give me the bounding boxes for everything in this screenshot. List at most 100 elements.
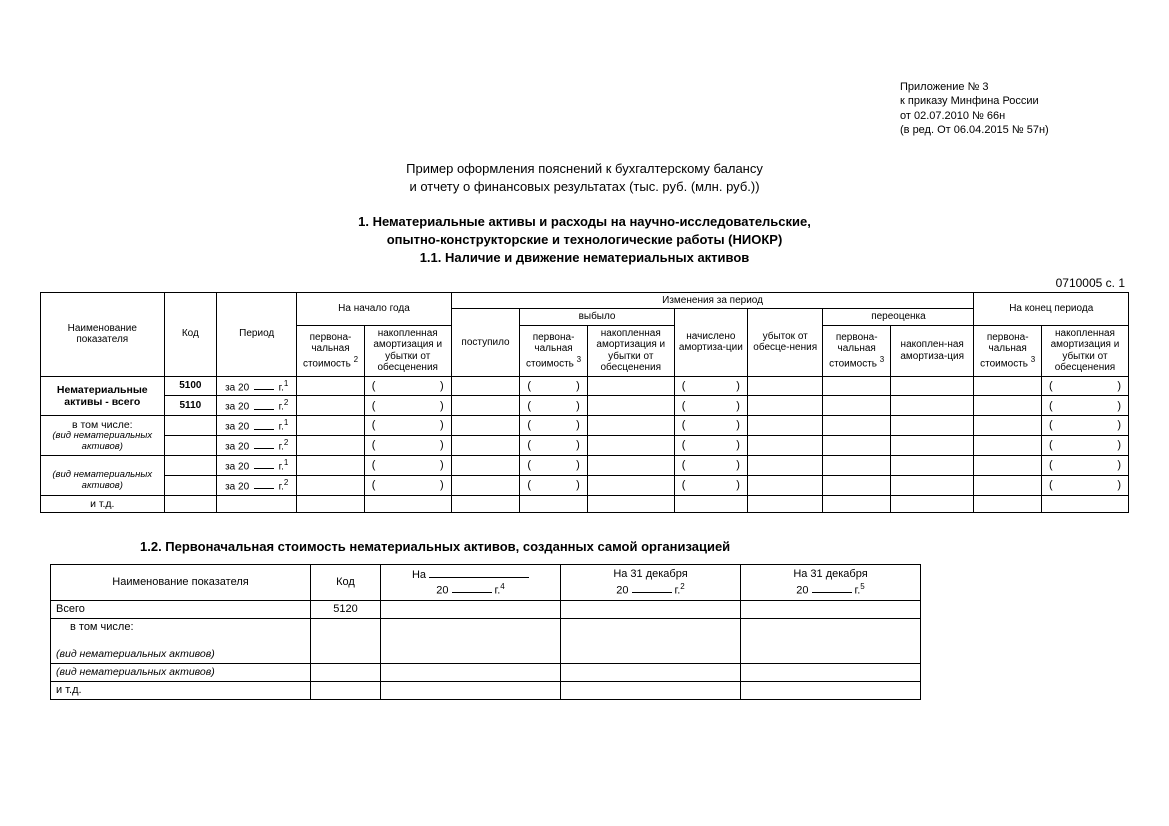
table-row: и т.д. [51,681,921,699]
period-cell: за 20 г.1 [217,416,297,436]
t2-th-code: Код [311,564,381,600]
row-label: (вид нематериальных активов) [51,663,311,681]
paren-cell: () [364,396,451,416]
table-1-body: Нематериальные активы - всего5100за 20 г… [41,376,1129,512]
paren-cell: () [674,475,747,495]
paren-cell: () [1041,376,1128,396]
empty-cell [587,376,674,396]
table-row: (вид нематериальных активов) [51,663,921,681]
value-cell [561,618,741,663]
empty-cell [520,495,587,512]
empty-cell [587,436,674,456]
empty-cell [890,455,974,475]
paren-cell: () [520,376,587,396]
empty-cell [451,416,520,436]
empty-cell [747,455,823,475]
t2-th-date1-bot: 20г.4 [381,582,561,600]
appendix-line: от 02.07.2010 № 66н [900,109,1140,123]
empty-cell [297,396,364,416]
th-received: поступило [451,309,520,377]
th-reval: переоценка [823,309,974,326]
value-cell [741,600,921,618]
value-cell [741,663,921,681]
empty-cell [974,396,1041,416]
empty-cell [451,455,520,475]
paren-cell: () [364,376,451,396]
empty-cell [451,475,520,495]
paren-cell: () [1041,396,1128,416]
empty-cell [297,376,364,396]
code-cell [311,681,381,699]
th-end: На конец периода [974,292,1129,325]
table-row: Нематериальные активы - всего5100за 20 г… [41,376,1129,396]
empty-cell [747,475,823,495]
paren-cell: () [520,475,587,495]
empty-cell [747,436,823,456]
empty-cell [890,436,974,456]
value-cell [381,663,561,681]
empty-cell [890,495,974,512]
code-cell: 5120 [311,600,381,618]
empty-cell [823,455,890,475]
empty-cell [974,475,1041,495]
empty-cell [451,376,520,396]
title-line: и отчету о финансовых результатах (тыс. … [40,178,1129,196]
document-title: Пример оформления пояснений к бухгалтерс… [40,160,1129,195]
empty-cell [297,416,364,436]
t2-th-date2-top: На 31 декабря [561,564,741,582]
paren-cell: () [364,475,451,495]
th-changes: Изменения за период [451,292,974,309]
paren-cell: () [520,396,587,416]
appendix-line: (в ред. От 06.04.2015 № 57н) [900,123,1140,137]
value-cell [741,618,921,663]
empty-cell [823,416,890,436]
empty-cell [451,495,520,512]
empty-cell [451,396,520,416]
paren-cell: () [520,416,587,436]
code-cell [311,663,381,681]
empty-cell [587,495,674,512]
empty-cell [747,416,823,436]
paren-cell: () [520,455,587,475]
value-cell [381,600,561,618]
table-1-head: Наименование показателя Код Период На на… [41,292,1129,376]
empty-cell [974,455,1041,475]
empty-cell [364,495,451,512]
th-disposed: выбыло [520,309,674,326]
table-row: за 20 г.2 () () () () [41,436,1129,456]
th-begin: На начало года [297,292,451,325]
paren-cell: () [674,436,747,456]
value-cell [561,681,741,699]
th-cost-end: первона-чальная стоимость 3 [974,325,1041,376]
paren-cell: () [364,455,451,475]
empty-cell [674,495,747,512]
period-cell: за 20 г.2 [217,475,297,495]
section-1-line: 1.1. Наличие и движение нематериальных а… [40,249,1129,267]
table-1: Наименование показателя Код Период На на… [40,292,1129,513]
t2-th-date1-top: На [381,564,561,582]
empty-cell [1041,495,1128,512]
paren-cell: () [364,416,451,436]
code-cell [311,618,381,663]
value-cell [381,681,561,699]
empty-cell [747,495,823,512]
row-label: (вид нематериальных активов) [41,455,165,495]
empty-cell [890,376,974,396]
th-amort-begin: накопленная амортизация и убытки от обес… [364,325,451,376]
period-cell: за 20 г.2 [217,436,297,456]
empty-cell [890,475,974,495]
empty-cell [890,396,974,416]
th-amort-reval: накоплен-ная амортиза-ция [890,325,974,376]
value-cell [741,681,921,699]
empty-cell [823,495,890,512]
th-period: Период [217,292,297,376]
table-row: за 20 г.2 () () () () [41,475,1129,495]
row-label: в том числе:(вид нематериальных активов) [51,618,311,663]
page: Приложение № 3 к приказу Минфина России … [0,0,1169,826]
table-row: и т.д. [41,495,1129,512]
empty-cell [974,495,1041,512]
table-row: в том числе:(вид нематериальных активов) [51,618,921,663]
paren-cell: () [674,416,747,436]
empty-cell [823,376,890,396]
code-cell [164,416,217,436]
